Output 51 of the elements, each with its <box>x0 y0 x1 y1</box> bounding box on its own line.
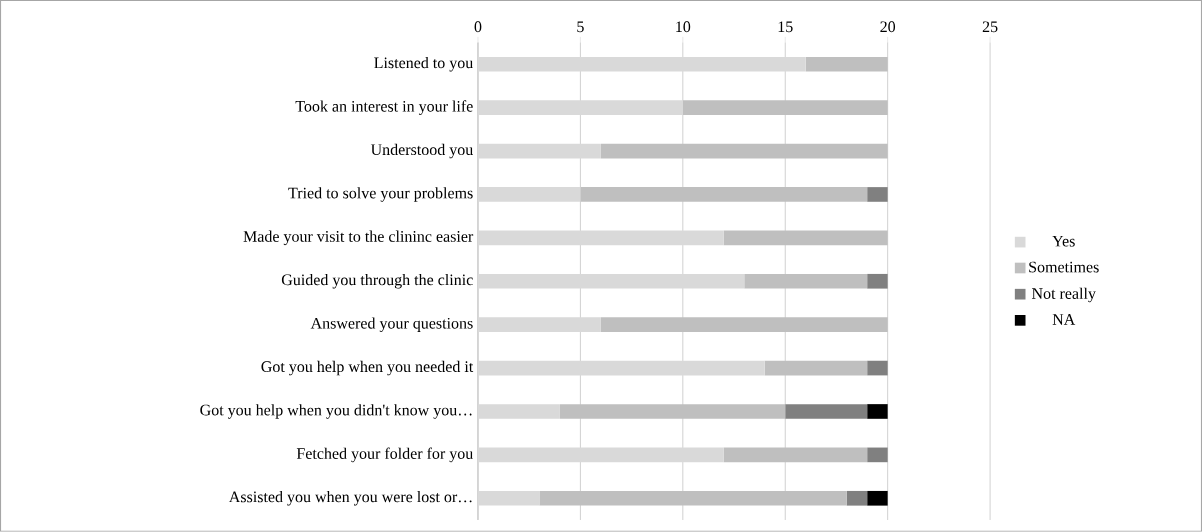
legend-label: NA <box>1052 314 1076 325</box>
bar <box>539 491 847 506</box>
legend-label: Not really <box>1031 287 1096 303</box>
y-tick-label: Assisted you when you were lost or… <box>228 491 472 506</box>
bar <box>477 187 581 202</box>
bar <box>580 187 868 202</box>
bar <box>477 404 560 419</box>
y-tick-label: Guided you through the clinic <box>281 274 473 289</box>
bar <box>867 360 888 376</box>
legend-label: Sometimes <box>1029 261 1099 273</box>
bar <box>600 143 888 159</box>
bar <box>846 491 868 506</box>
legend-label: Yes <box>1052 235 1075 247</box>
bar <box>477 230 724 246</box>
bar <box>723 230 888 246</box>
y-tick-label: Listened to you <box>374 57 473 72</box>
bar <box>477 491 540 506</box>
bar <box>785 404 868 419</box>
x-tick-label: 0 <box>474 21 482 33</box>
bar <box>477 317 601 333</box>
bar <box>867 447 888 463</box>
bar <box>559 404 786 419</box>
y-tick-label: Fetched your folder for you <box>296 447 473 463</box>
x-tick-label: 5 <box>577 21 584 33</box>
x-tick-label: 15 <box>778 21 793 33</box>
y-tick-label: Understood you <box>370 143 473 159</box>
bar <box>867 491 888 506</box>
y-tick-label: Made your visit to the clininc easier <box>243 230 474 246</box>
bar <box>477 56 806 72</box>
y-tick-label: Tried to solve your problems <box>288 187 473 202</box>
y-tick-label: Took an interest in your life <box>295 100 473 116</box>
bar <box>477 360 765 376</box>
bar <box>477 447 724 463</box>
bar <box>805 56 888 72</box>
y-tick-label: Got you help when you needed it <box>261 360 474 376</box>
y-tick-label: Got you help when you didn't know you… <box>200 404 472 419</box>
bar <box>867 187 888 202</box>
bar <box>477 100 683 116</box>
bar <box>600 317 888 333</box>
bar <box>682 100 888 116</box>
bar <box>867 274 888 289</box>
x-tick-label: 20 <box>880 21 896 33</box>
y-tick-label: Answered your questions <box>310 317 473 333</box>
bar <box>723 447 868 463</box>
bar <box>764 360 868 376</box>
x-tick-label: 10 <box>676 21 691 33</box>
bar <box>477 143 601 159</box>
x-tick-label: 25 <box>982 21 998 33</box>
bar <box>744 274 868 289</box>
bar <box>867 404 888 419</box>
bar <box>477 274 745 289</box>
